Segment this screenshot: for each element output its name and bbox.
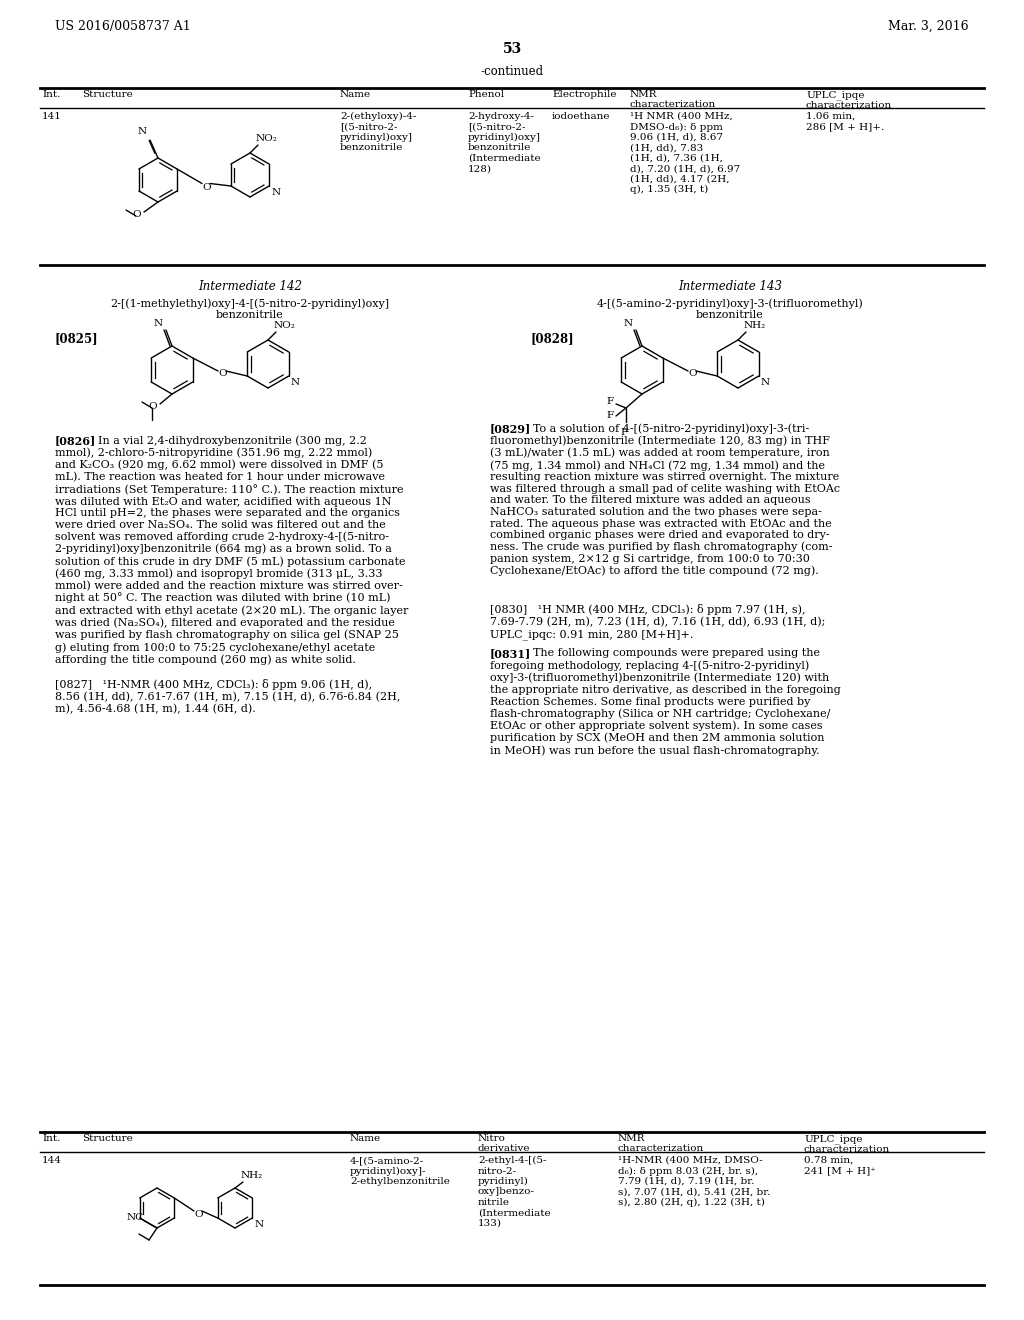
Text: ¹H-NMR (400 MHz, DMSO-
d₆): δ ppm 8.03 (2H, br. s),
7.79 (1H, d), 7.19 (1H, br.
: ¹H-NMR (400 MHz, DMSO- d₆): δ ppm 8.03 (… — [618, 1156, 770, 1206]
Text: NMR
characterization: NMR characterization — [618, 1134, 705, 1154]
Text: 1.06 min,
286 [M + H]+.: 1.06 min, 286 [M + H]+. — [806, 112, 885, 132]
Text: N: N — [154, 319, 163, 327]
Text: [0825]: [0825] — [55, 333, 98, 345]
Text: NMR
characterization: NMR characterization — [630, 90, 716, 110]
Text: [0830]   ¹H NMR (400 MHz, CDCl₃): δ ppm 7.97 (1H, s),
7.69-7.79 (2H, m), 7.23 (1: [0830] ¹H NMR (400 MHz, CDCl₃): δ ppm 7.… — [490, 605, 825, 640]
Text: [0827]   ¹H-NMR (400 MHz, CDCl₃): δ ppm 9.06 (1H, d),
8.56 (1H, dd), 7.61-7.67 (: [0827] ¹H-NMR (400 MHz, CDCl₃): δ ppm 9.… — [55, 678, 400, 714]
Text: UPLC_ipqe
characterization: UPLC_ipqe characterization — [804, 1134, 890, 1154]
Text: [0826]: [0826] — [55, 436, 96, 446]
Text: 2-hydroxy-4-
[(5-nitro-2-
pyridinyl)oxy]
benzonitrile
(Intermediate
128): 2-hydroxy-4- [(5-nitro-2- pyridinyl)oxy]… — [468, 112, 541, 173]
Text: F: F — [606, 397, 613, 407]
Text: US 2016/0058737 A1: US 2016/0058737 A1 — [55, 20, 190, 33]
Text: 4-[(5-amino-2-
pyridinyl)oxy]-
2-ethylbenzonitrile: 4-[(5-amino-2- pyridinyl)oxy]- 2-ethylbe… — [350, 1156, 450, 1185]
Text: Mar. 3, 2016: Mar. 3, 2016 — [889, 20, 969, 33]
Text: 2-ethyl-4-[(5-
nitro-2-
pyridinyl)
oxy]benzo-
nitrile
(Intermediate
133): 2-ethyl-4-[(5- nitro-2- pyridinyl) oxy]b… — [478, 1156, 551, 1228]
Text: N: N — [254, 1220, 263, 1229]
Text: N: N — [624, 319, 633, 327]
Text: Int.: Int. — [42, 90, 60, 99]
Text: O: O — [148, 403, 157, 411]
Text: Name: Name — [340, 90, 371, 99]
Text: N: N — [291, 378, 300, 387]
Text: Intermediate 143: Intermediate 143 — [678, 280, 782, 293]
Text: Electrophile: Electrophile — [552, 90, 616, 99]
Text: O: O — [202, 182, 211, 191]
Text: NO₂: NO₂ — [274, 321, 296, 330]
Text: 2-(ethyloxy)-4-
[(5-nitro-2-
pyridinyl)oxy]
benzonitrile: 2-(ethyloxy)-4- [(5-nitro-2- pyridinyl)o… — [340, 112, 417, 153]
Text: Int.: Int. — [42, 1134, 60, 1143]
Text: Phenol: Phenol — [468, 90, 504, 99]
Text: ¹H NMR (400 MHz,
DMSO-d₆): δ ppm
9.06 (1H, d), 8.67
(1H, dd), 7.83
(1H, d), 7.36: ¹H NMR (400 MHz, DMSO-d₆): δ ppm 9.06 (1… — [630, 112, 740, 194]
Text: 4-[(5-amino-2-pyridinyl)oxy]-3-(trifluoromethyl)
benzonitrile: 4-[(5-amino-2-pyridinyl)oxy]-3-(trifluor… — [597, 298, 863, 321]
Text: -continued: -continued — [480, 65, 544, 78]
Text: O: O — [218, 370, 226, 378]
Text: Name: Name — [350, 1134, 381, 1143]
Text: 0.78 min,
241 [M + H]⁺: 0.78 min, 241 [M + H]⁺ — [804, 1156, 876, 1175]
Text: Intermediate 142: Intermediate 142 — [198, 280, 302, 293]
Text: O: O — [132, 210, 140, 219]
Text: iodoethane: iodoethane — [552, 112, 610, 121]
Text: O: O — [688, 370, 696, 378]
Text: Nitro
derivative: Nitro derivative — [478, 1134, 530, 1154]
Text: The following compounds were prepared using the: The following compounds were prepared us… — [534, 648, 820, 657]
Text: F: F — [606, 412, 613, 421]
Text: N: N — [271, 187, 281, 197]
Text: 2-[(1-methylethyl)oxy]-4-[(5-nitro-2-pyridinyl)oxy]
benzonitrile: 2-[(1-methylethyl)oxy]-4-[(5-nitro-2-pyr… — [111, 298, 389, 321]
Text: [0828]: [0828] — [530, 333, 573, 345]
Text: To a solution of 4-[(5-nitro-2-pyridinyl)oxy]-3-(tri-: To a solution of 4-[(5-nitro-2-pyridinyl… — [534, 422, 809, 433]
Text: F: F — [620, 428, 627, 437]
Text: NC: NC — [127, 1213, 144, 1222]
Text: O: O — [194, 1210, 203, 1218]
Text: In a vial 2,4-dihydroxybenzonitrile (300 mg, 2.2: In a vial 2,4-dihydroxybenzonitrile (300… — [98, 436, 367, 446]
Text: Structure: Structure — [82, 90, 133, 99]
Text: NO₂: NO₂ — [256, 135, 278, 143]
Text: N: N — [761, 378, 770, 387]
Text: fluoromethyl)benzonitrile (Intermediate 120, 83 mg) in THF
(3 mL)/water (1.5 mL): fluoromethyl)benzonitrile (Intermediate … — [490, 436, 840, 577]
Text: [0829]: [0829] — [490, 422, 531, 434]
Text: UPLC_ipqe
characterization: UPLC_ipqe characterization — [806, 90, 892, 110]
Text: 53: 53 — [503, 42, 521, 55]
Text: NH₂: NH₂ — [744, 321, 766, 330]
Text: mmol), 2-chloro-5-nitropyridine (351.96 mg, 2.22 mmol)
and K₂CO₃ (920 mg, 6.62 m: mmol), 2-chloro-5-nitropyridine (351.96 … — [55, 447, 409, 665]
Text: 144: 144 — [42, 1156, 61, 1166]
Text: N: N — [138, 127, 147, 136]
Text: [0831]: [0831] — [490, 648, 531, 659]
Text: foregoing methodology, replacing 4-[(5-nitro-2-pyridinyl)
oxy]-3-(trifluoromethy: foregoing methodology, replacing 4-[(5-n… — [490, 660, 841, 755]
Text: 141: 141 — [42, 112, 61, 121]
Text: Structure: Structure — [82, 1134, 133, 1143]
Text: NH₂: NH₂ — [241, 1171, 263, 1180]
